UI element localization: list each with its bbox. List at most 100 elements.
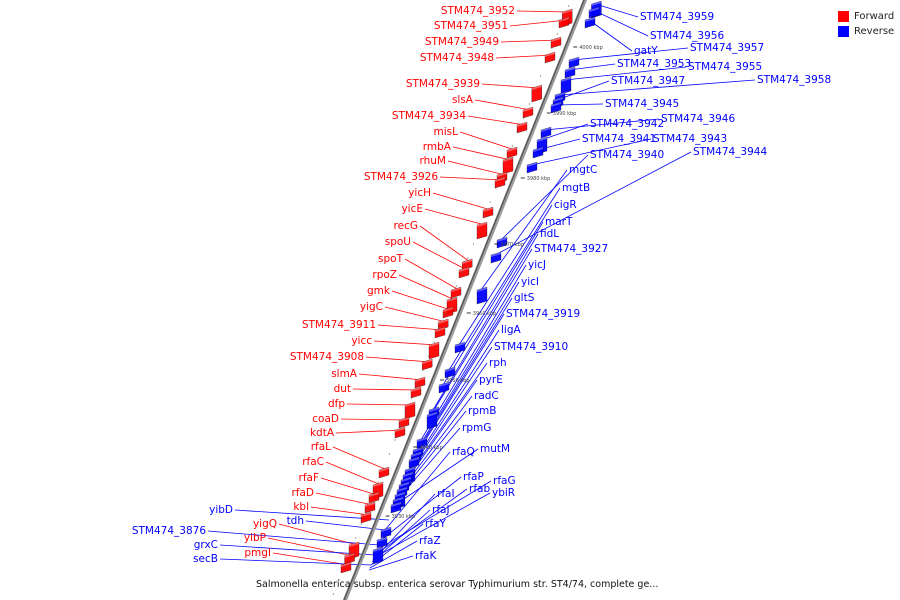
axis-dot <box>456 285 458 287</box>
gene-label: ligA <box>501 324 521 336</box>
genome-axis <box>342 0 588 600</box>
axis-line <box>343 0 585 600</box>
leader-line <box>595 3 639 18</box>
forward-gene-glyph <box>434 326 446 339</box>
gene-glyph-highlight <box>533 147 543 152</box>
reverse-gene-glyph <box>380 526 392 539</box>
gene-glyph-highlight <box>381 527 391 532</box>
forward-gene-glyph <box>398 416 410 429</box>
leader-line <box>516 10 571 13</box>
gene-label: yicE <box>401 203 423 215</box>
forward-gene-glyph <box>428 341 440 360</box>
gene-glyphs <box>340 0 602 574</box>
axis-dot <box>355 537 357 539</box>
reverse-gene-glyph <box>588 6 600 19</box>
forward-gene-glyph <box>410 386 422 399</box>
axis-dot <box>383 467 385 469</box>
forward-gene-glyph <box>494 176 506 189</box>
gene-glyph-highlight <box>559 17 569 22</box>
leader-line <box>369 540 418 569</box>
gene-label: STM474_3876 <box>132 525 206 537</box>
gene-glyph-highlight <box>462 259 473 264</box>
gene-glyph-highlight <box>531 85 542 90</box>
gene-label: STM474_3939 <box>406 78 480 90</box>
gene-label: tdh <box>287 515 304 527</box>
leader-line <box>556 80 610 101</box>
leader-line <box>315 492 374 506</box>
legend-forward-label: Forward <box>854 11 895 22</box>
leader-line <box>568 63 616 71</box>
leader-line <box>452 146 512 161</box>
axis-dot <box>517 131 519 133</box>
gene-label: STM474_3908 <box>290 351 364 363</box>
leader-line <box>480 169 568 291</box>
gene-glyph-highlight <box>411 387 421 392</box>
gene-label: dfp <box>328 398 345 410</box>
gene-glyph-highlight <box>497 172 507 177</box>
gene-label: STM474_3952 <box>441 5 515 17</box>
gene-glyph-highlight <box>495 177 505 182</box>
leader-line <box>394 448 479 506</box>
forward-gene-glyph <box>404 401 416 420</box>
gene-glyph-highlight <box>395 427 405 432</box>
reverse-gene-glyph <box>564 66 576 79</box>
leader-line <box>384 306 447 323</box>
axis-dot <box>528 103 531 105</box>
leader-line <box>207 530 380 546</box>
gene-glyph-highlight <box>565 67 575 72</box>
forward-gene-glyph <box>344 552 355 565</box>
axis-dot <box>349 551 351 553</box>
axis-dot <box>551 47 553 49</box>
gene-label: STM474_3956 <box>650 30 724 42</box>
gene-label: pyrE <box>479 374 503 386</box>
gene-label: fidL <box>540 228 559 240</box>
axis-dot <box>540 75 542 77</box>
gene-label: STM474_3934 <box>392 110 466 122</box>
gene-label: grxC <box>194 539 218 551</box>
reverse-gene-glyph <box>496 236 508 249</box>
leader-line <box>564 66 687 81</box>
leader-line <box>320 477 378 496</box>
leader-line <box>310 506 370 516</box>
gene-glyph-highlight <box>391 502 401 507</box>
gene-label: pmgI <box>244 547 271 559</box>
tick-label: 3960 kbp <box>473 311 497 317</box>
forward-gene-glyph <box>340 561 352 574</box>
axis-dot <box>422 369 424 371</box>
gene-label: misL <box>434 126 459 138</box>
gene-glyph-highlight <box>439 382 449 387</box>
leader-line <box>352 388 420 391</box>
gene-glyph-highlight <box>438 319 449 324</box>
gene-label: rfaP <box>463 471 484 483</box>
leader-line <box>346 403 414 406</box>
gene-glyph-highlight <box>399 417 409 422</box>
leader-line <box>592 9 649 37</box>
gene-glyph-highlight <box>379 467 389 472</box>
gene-labels: STM474_3952 STM474_3951 STM474_3949 STM474_… <box>132 5 831 565</box>
gene-glyph-highlight <box>455 342 465 347</box>
gene-glyph-highlight <box>429 407 439 412</box>
gene-glyph-highlight <box>551 102 561 107</box>
forward-gene-glyph <box>462 258 473 271</box>
gene-label: STM474_3953 <box>617 58 691 70</box>
leader-line <box>530 138 652 166</box>
leader-line <box>500 39 560 43</box>
reverse-gene-glyph <box>454 341 466 354</box>
reverse-gene-glyph <box>584 16 596 29</box>
reverse-gene-glyph <box>568 56 580 69</box>
leader-line <box>442 221 544 386</box>
strand-legend: Forward Reverse <box>838 9 894 39</box>
gene-glyph-highlight <box>545 52 555 57</box>
gene-glyph-highlight <box>405 402 415 407</box>
gene-label: STM474_3943 <box>653 133 727 145</box>
gene-glyph-highlight <box>477 287 487 292</box>
gene-glyph-highlight <box>447 297 457 302</box>
gene-label: yigQ <box>253 518 277 530</box>
reverse-gene-glyph <box>416 436 428 449</box>
forward-gene-glyph <box>442 306 454 319</box>
axis-dot <box>433 341 435 343</box>
leader-line <box>374 488 468 556</box>
axis-dot <box>562 19 564 21</box>
leader-line <box>509 19 568 27</box>
axis-dot <box>394 439 396 441</box>
